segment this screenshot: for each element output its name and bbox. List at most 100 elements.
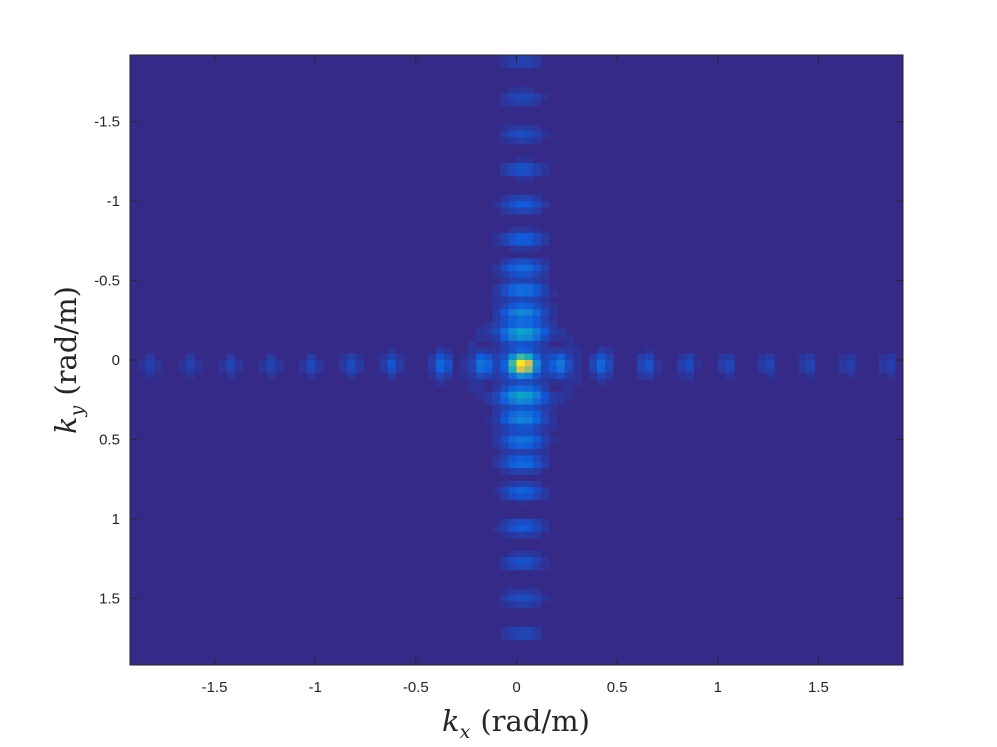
heatmap-cell — [492, 487, 501, 495]
heatmap-cell — [540, 404, 550, 412]
heatmap-cell — [484, 398, 493, 406]
heatmap-cell — [508, 455, 518, 463]
heatmap-cell — [540, 563, 550, 571]
heatmap-cell — [307, 353, 316, 361]
heatmap-cell — [508, 404, 518, 412]
heatmap-cell — [508, 391, 518, 399]
heatmap-cell — [838, 366, 848, 374]
heatmap-cell — [500, 93, 510, 101]
heatmap-cell — [532, 633, 542, 641]
heatmap-cell — [500, 461, 510, 469]
heatmap-cell — [492, 309, 501, 317]
x-tick-label: 1 — [714, 679, 722, 696]
heatmap-cell — [508, 321, 518, 329]
heatmap-cell — [540, 296, 550, 304]
heatmap-cell — [387, 372, 397, 380]
heatmap-cell — [516, 468, 526, 475]
heatmap-cell — [605, 372, 614, 380]
heatmap-cell — [693, 360, 703, 367]
heatmap-cell — [524, 232, 534, 240]
heatmap-cell — [524, 169, 534, 177]
heatmap-cell — [146, 366, 155, 374]
heatmap-cell — [138, 360, 147, 367]
heatmap-cell — [556, 360, 566, 367]
heatmap-cell — [524, 124, 534, 132]
heatmap-cell — [540, 328, 550, 336]
tick-labels: -1.5 -1 -0.5 0 0.5 1 1.5 -1.5 -1 -0.5 0 0.5 1 1.5 — [94, 114, 829, 696]
heatmap-cell — [484, 328, 493, 336]
heatmap-cell — [516, 626, 526, 634]
heatmap-cell — [508, 226, 518, 234]
heatmap-cell — [516, 283, 526, 291]
heatmap-cell — [540, 283, 550, 291]
heatmap-cell — [532, 556, 542, 564]
heatmap-cell — [524, 201, 534, 209]
heatmap-cell — [516, 391, 526, 399]
heatmap-cell — [572, 353, 582, 361]
heatmap-cell — [516, 156, 526, 164]
heatmap-cell — [146, 372, 155, 380]
heatmap-cell — [492, 340, 501, 348]
heatmap-cell — [500, 328, 510, 336]
heatmap-cell — [532, 347, 542, 355]
heatmap-cell — [226, 372, 236, 380]
heatmap-cell — [500, 302, 510, 310]
heatmap-cell — [540, 264, 550, 272]
heatmap-cell — [540, 201, 550, 209]
heatmap-cell — [476, 353, 485, 361]
heatmap-cell — [484, 321, 493, 329]
heatmap-cell — [532, 93, 542, 101]
heatmap-cell — [548, 347, 558, 355]
heatmap-cell — [226, 360, 236, 367]
heatmap-cell — [500, 487, 510, 495]
heatmap-cell — [524, 379, 534, 387]
heatmap-cell — [274, 360, 284, 367]
heatmap-cell — [516, 487, 526, 495]
heatmap-cell — [524, 86, 534, 94]
heatmap-cell — [508, 525, 518, 533]
heatmap-cell — [532, 550, 542, 558]
heatmap-cell — [846, 372, 856, 380]
heatmap-cell — [492, 271, 501, 278]
heatmap-cell — [492, 366, 501, 374]
heatmap-cell — [548, 372, 558, 380]
heatmap-cell — [508, 556, 518, 564]
heatmap-cell — [492, 461, 501, 469]
heatmap-cell — [500, 404, 510, 412]
heatmap-cell — [508, 417, 518, 425]
heatmap-cell — [717, 366, 727, 374]
heatmap-cell — [798, 360, 807, 367]
heatmap-cell — [387, 360, 397, 367]
heatmap-cell — [556, 334, 566, 342]
heatmap-cell — [532, 290, 542, 298]
heatmap-cell — [484, 366, 493, 374]
x-tick-label: -1 — [309, 679, 322, 696]
heatmap-cell — [508, 601, 518, 609]
heatmap-cell — [347, 372, 357, 380]
heatmap-cell — [500, 423, 510, 431]
heatmap-cell — [444, 366, 453, 374]
heatmap-cell — [548, 302, 558, 310]
heatmap-cell — [516, 360, 526, 367]
heatmap-cell — [532, 436, 542, 444]
heatmap-cell — [516, 334, 526, 342]
heatmap-cell — [548, 328, 558, 336]
heatmap-cell — [339, 353, 348, 361]
x-axis-label-symbol: k — [442, 704, 460, 738]
heatmap-cell — [524, 398, 534, 406]
heatmap-cell — [476, 391, 485, 399]
heatmap-cell — [548, 334, 558, 342]
heatmap-cell — [685, 353, 695, 361]
heatmap-cell — [508, 302, 518, 310]
heatmap-cell — [572, 379, 582, 387]
heatmap-cell — [524, 410, 534, 418]
heatmap-cell — [532, 493, 542, 501]
heatmap-cell — [524, 309, 534, 317]
heatmap-cell — [564, 353, 574, 361]
heatmap-cell — [516, 455, 526, 463]
heatmap-cell — [725, 353, 735, 361]
heatmap-cell — [500, 309, 510, 317]
heatmap-cell — [226, 366, 236, 374]
heatmap-cell — [516, 531, 526, 539]
heatmap-cell — [524, 61, 534, 69]
